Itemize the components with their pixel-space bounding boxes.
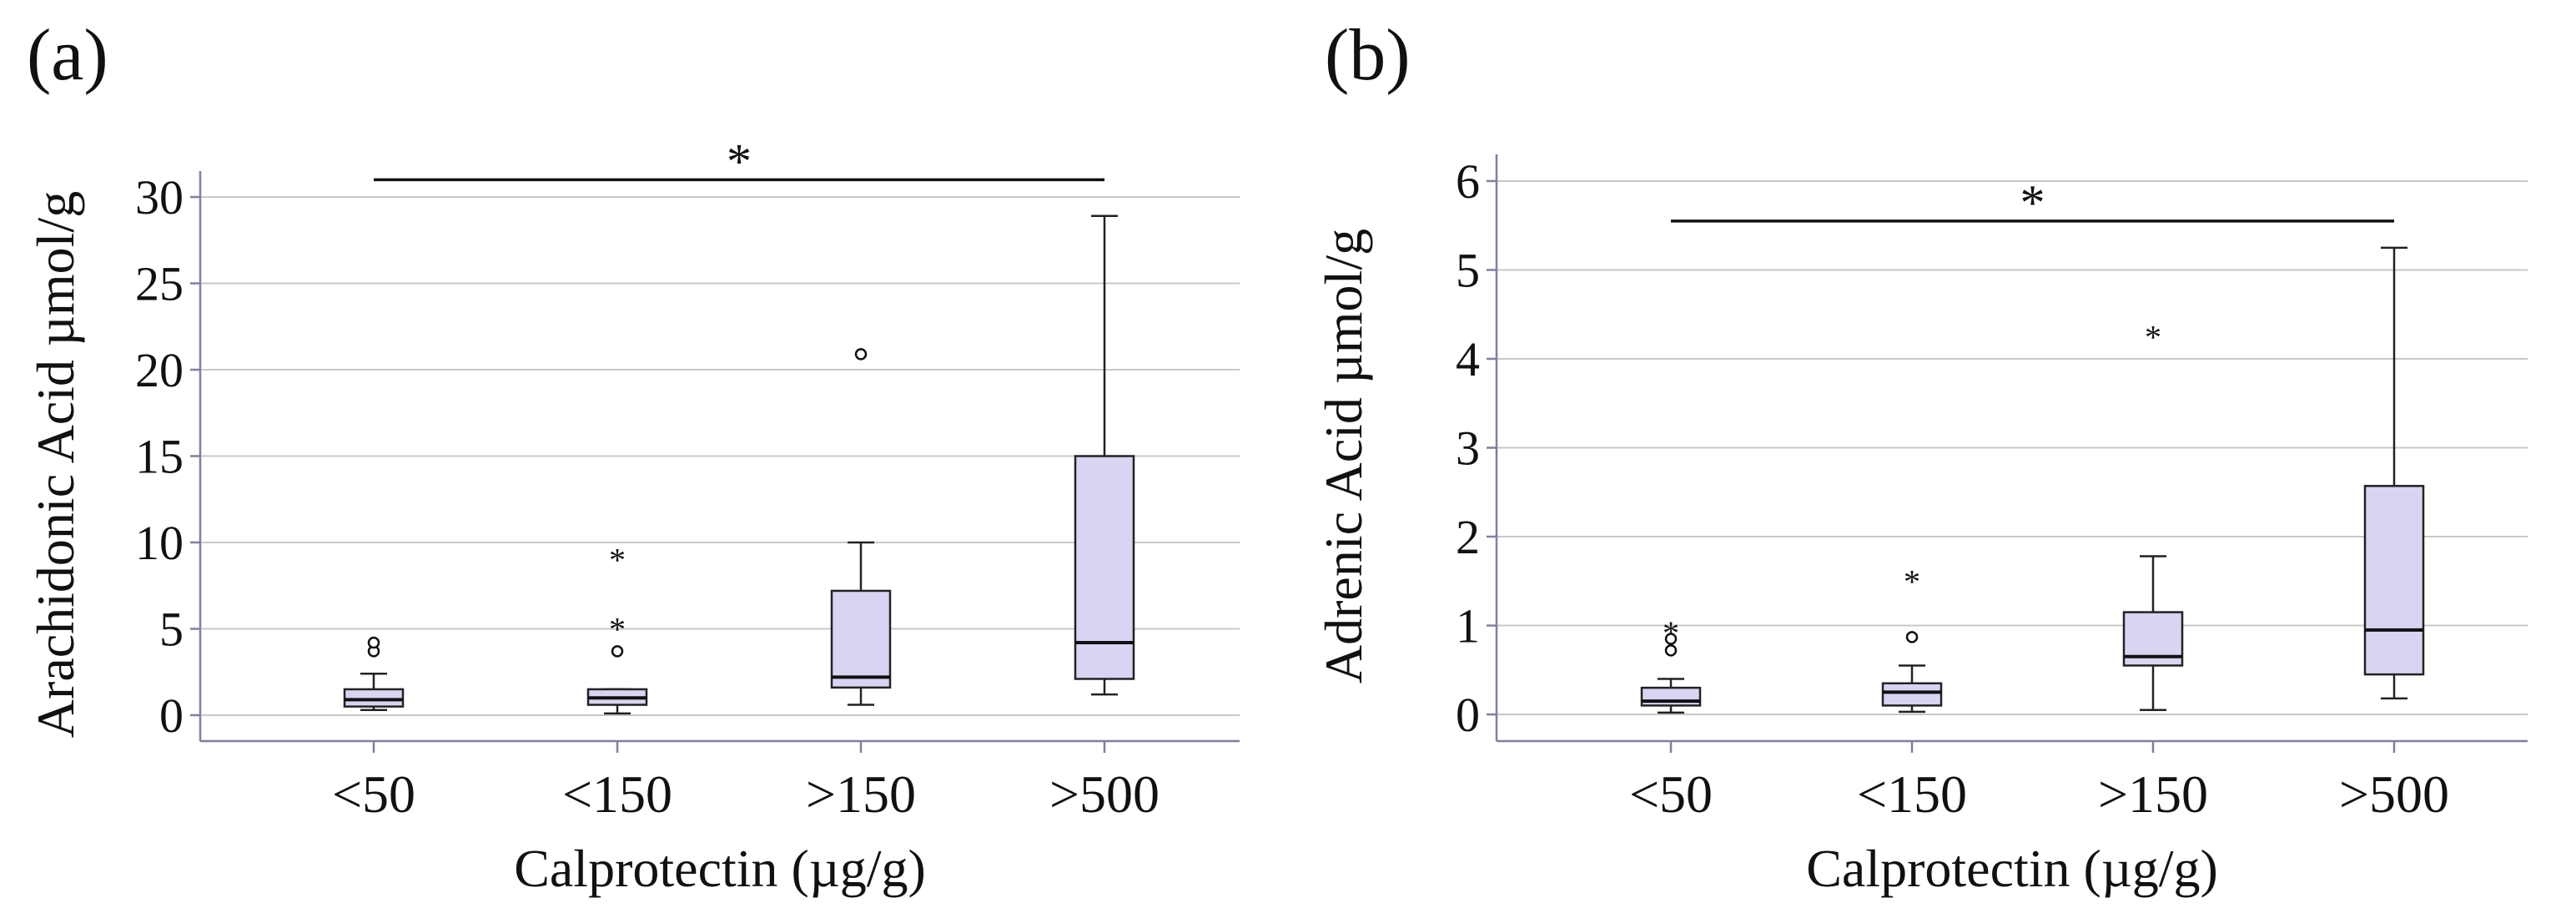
x-axis-title: Calprotectin (µg/g) [514, 839, 926, 898]
x-tick-label: <150 [1857, 764, 1967, 824]
y-tick-label: 2 [1456, 510, 1480, 564]
y-tick-label: 15 [135, 430, 184, 484]
outlier-star: * [2145, 318, 2161, 356]
y-tick-label: 0 [159, 689, 184, 743]
outlier-circle [1664, 644, 1678, 657]
outlier-circle [854, 348, 868, 361]
box->500 [1074, 214, 1135, 696]
y-tick-label: 10 [135, 516, 184, 570]
y-axis-title: Adrenic Acid µmol/g [1314, 229, 1373, 684]
outlier-star: * [609, 542, 626, 579]
box-iqr [830, 589, 892, 689]
box-iqr [1881, 682, 1943, 707]
x-tick-label: >150 [806, 764, 916, 824]
box-iqr [1074, 455, 1135, 680]
y-axis-title: Arachidonic Acid µmol/g [26, 191, 85, 738]
chart-a-svg: 0 5 10 15 20 25 30 <50 <150 >150 >500 * * * Calprotect… [26, 15, 1240, 898]
x-tick-label: <50 [332, 764, 415, 824]
box->150 [2122, 555, 2184, 711]
significance-star: * [727, 134, 752, 189]
x-tick-label: <150 [562, 764, 672, 824]
outlier-star: * [1904, 562, 1920, 600]
box-<50 [343, 673, 405, 711]
box->500 [2363, 246, 2425, 700]
x-tick-label: >500 [2339, 764, 2449, 824]
y-tick-label: 5 [1456, 243, 1480, 297]
y-tick-label: 1 [1456, 599, 1480, 653]
box-<150 [1881, 664, 1943, 714]
box->150 [830, 541, 892, 706]
y-tick-label: 3 [1456, 421, 1480, 476]
box-iqr [1640, 686, 1702, 707]
y-tick-label: 0 [1456, 688, 1480, 742]
outlier-circle [611, 645, 624, 658]
y-tick-label: 6 [1456, 154, 1480, 209]
panel-label: (b) [1325, 15, 1411, 96]
x-axis-title: Calprotectin (µg/g) [1806, 839, 2218, 898]
outlier-star: * [1663, 614, 1679, 652]
y-tick-label: 30 [135, 170, 184, 224]
x-tick-label: <50 [1629, 764, 1713, 824]
box-<50 [1640, 678, 1702, 714]
panel-b: 0 1 2 3 4 5 6 <50 <150 >150 >500 * * * * Calprotectin (… [1288, 0, 2576, 908]
y-tick-label: 20 [135, 343, 184, 397]
box-iqr [343, 688, 405, 708]
panel-a: 0 5 10 15 20 25 30 <50 <150 >150 >500 * * * Calprotect… [26, 15, 1240, 898]
outlier-star: * [609, 610, 626, 648]
outlier-circle [1664, 633, 1678, 645]
outlier-circle [1905, 631, 1919, 643]
significance-star: * [2020, 175, 2045, 230]
box-iqr [2363, 485, 2425, 676]
chart-b-svg: 0 1 2 3 4 5 6 <50 <150 >150 >500 * * * * Calprotectin (… [1314, 15, 2528, 898]
y-tick-label: 5 [159, 602, 184, 656]
y-tick-label: 4 [1456, 332, 1480, 386]
box-<150 [586, 688, 648, 715]
y-tick-label: 25 [135, 257, 184, 311]
x-tick-label: >150 [2098, 764, 2208, 824]
x-tick-label: >500 [1049, 764, 1160, 824]
outlier-circle [367, 636, 380, 649]
panel-label: (a) [27, 15, 108, 96]
